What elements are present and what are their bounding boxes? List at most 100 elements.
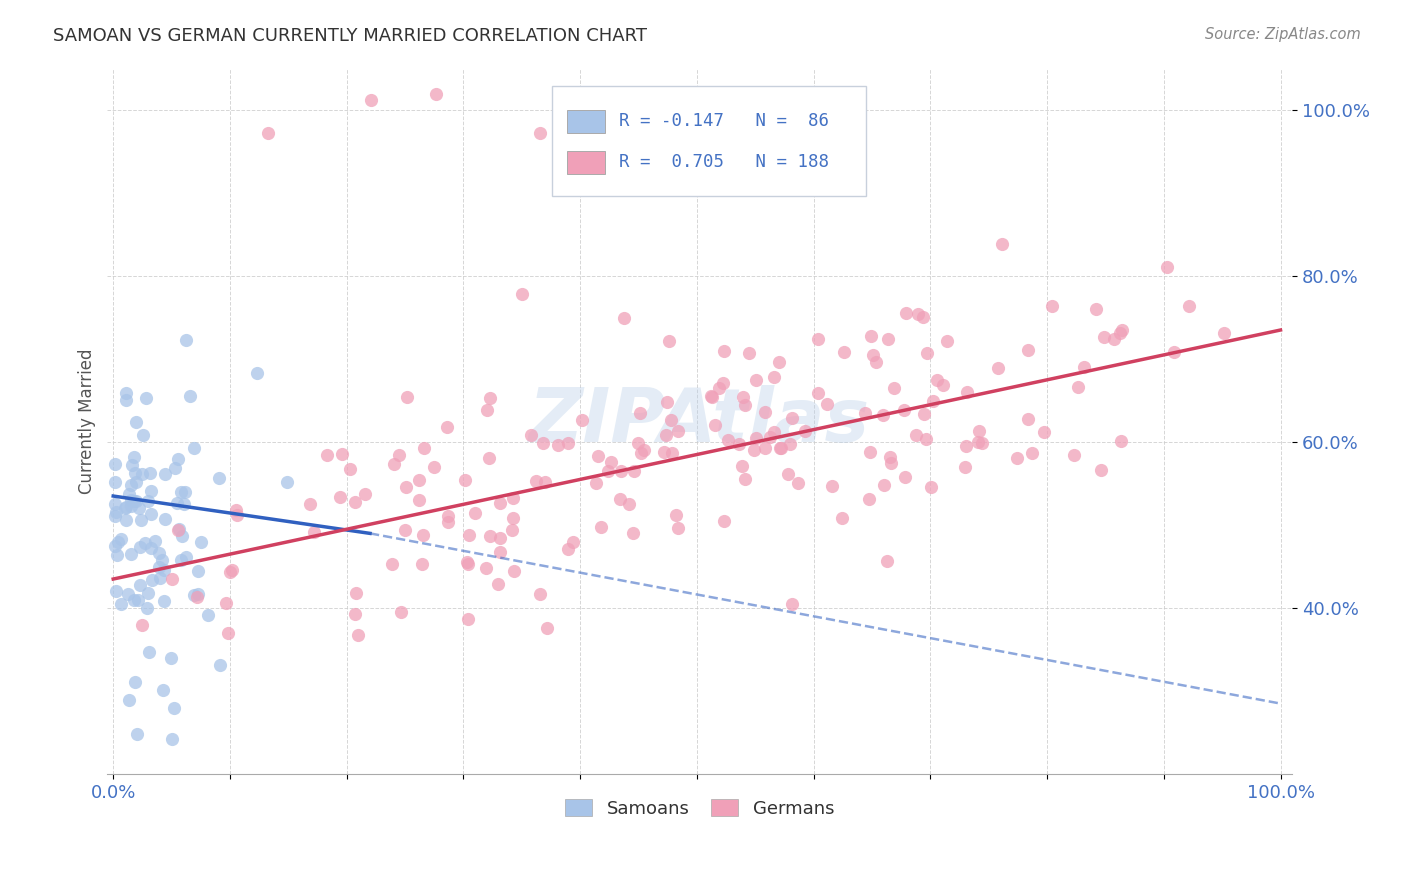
Point [1007,451,1029,466]
Point [136,494,159,508]
Point [163,460,186,475]
Point [862,349,884,363]
Point [610,464,633,478]
Point [221,562,243,576]
Point [489,531,512,545]
Point [124,466,146,480]
Point [166,451,188,466]
Point [731,458,754,473]
Point [125,415,148,429]
Point [141,541,163,555]
Point [655,395,678,409]
Text: R = -0.147   N =  86: R = -0.147 N = 86 [619,112,830,130]
Point [488,576,510,591]
Point [170,553,193,567]
Point [1178,300,1201,314]
Point [880,456,903,470]
Point [347,628,370,642]
Point [1040,299,1063,313]
Point [896,306,918,320]
Point [763,425,786,439]
Point [1111,323,1133,337]
Point [932,378,955,392]
Point [860,329,883,343]
Point [411,557,433,571]
Point [754,405,776,419]
Point [716,434,738,448]
Point [956,385,979,400]
Point [586,449,609,463]
Point [912,407,935,421]
Point [711,376,734,390]
Point [858,491,880,506]
Point [457,612,479,626]
Point [815,397,838,411]
Point [105,583,128,598]
Point [128,500,150,515]
Point [478,391,501,405]
Point [893,403,915,417]
Point [197,608,219,623]
Point [396,390,419,404]
Point [911,310,934,324]
Point [219,565,242,579]
Point [623,464,645,478]
Point [135,391,157,405]
Point [786,475,808,490]
Point [700,389,723,403]
Point [876,554,898,568]
Point [927,372,949,386]
Point [141,483,163,498]
Point [731,390,754,404]
Point [536,621,558,635]
Point [143,534,166,549]
Text: R =  0.705   N = 188: R = 0.705 N = 188 [619,153,830,171]
Point [1017,412,1039,426]
Point [734,399,756,413]
Legend: Samoans, Germans: Samoans, Germans [558,792,842,825]
Point [1063,448,1085,462]
Point [557,436,579,450]
Point [1213,326,1236,340]
Point [127,592,149,607]
Point [475,561,498,575]
Point [160,732,183,747]
Point [330,447,353,461]
Point [704,418,727,433]
Point [1109,326,1132,340]
Point [118,487,141,501]
Point [488,496,510,510]
Point [655,428,678,442]
Point [129,541,152,555]
Point [120,477,142,491]
Text: ZIPAtlas: ZIPAtlas [529,384,870,458]
Point [115,385,138,400]
Point [987,361,1010,376]
Point [408,493,430,508]
Point [110,532,132,546]
Y-axis label: Currently Married: Currently Married [79,349,96,494]
Point [395,480,418,494]
Point [501,523,523,537]
Point [225,503,247,517]
Point [953,460,976,475]
Point [380,557,402,571]
Point [666,424,689,438]
Point [436,515,458,529]
Point [1163,345,1185,359]
Point [343,607,366,622]
Point [388,448,411,462]
Point [661,445,683,459]
Point [166,495,188,509]
Point [148,546,170,560]
Point [585,476,607,491]
Point [453,473,475,487]
Point [745,431,768,445]
Point [173,497,195,511]
Point [215,596,238,610]
Point [152,594,174,608]
Point [531,436,554,450]
Point [905,428,928,442]
Point [922,394,945,409]
Point [114,501,136,516]
